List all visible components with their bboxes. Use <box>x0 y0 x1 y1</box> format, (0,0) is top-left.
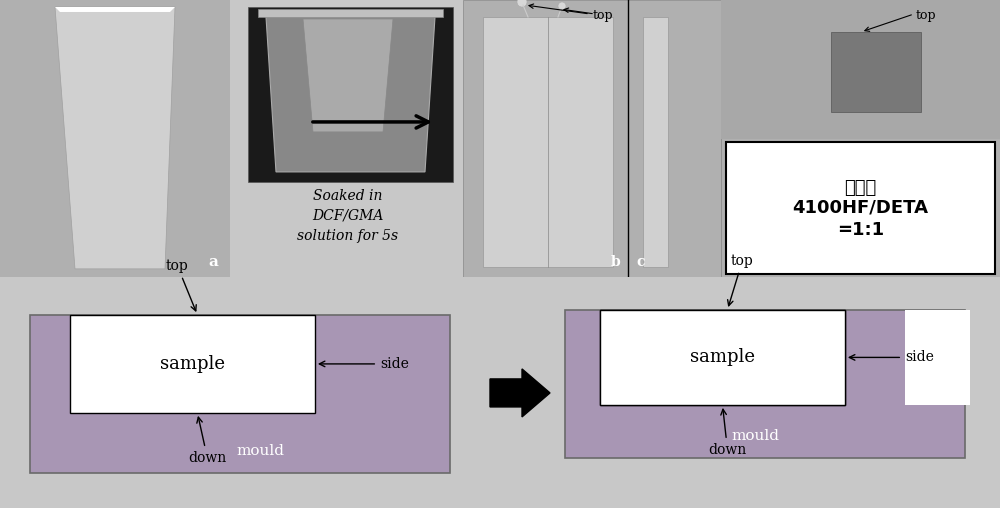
Polygon shape <box>266 17 435 172</box>
Bar <box>30 315 450 473</box>
Text: =1:1: =1:1 <box>837 221 884 239</box>
Text: top: top <box>916 9 937 22</box>
Text: down: down <box>188 417 227 465</box>
Polygon shape <box>55 7 175 269</box>
Text: mould: mould <box>236 444 284 458</box>
Bar <box>721 0 1000 277</box>
Bar <box>248 7 453 182</box>
Bar <box>463 0 721 277</box>
Text: c: c <box>636 255 644 269</box>
Bar <box>483 17 613 267</box>
Polygon shape <box>313 132 383 157</box>
Bar <box>600 310 845 405</box>
FancyArrow shape <box>490 369 550 417</box>
Text: side: side <box>319 357 409 371</box>
Text: top: top <box>166 259 196 311</box>
Text: 当量比: 当量比 <box>844 179 877 197</box>
Bar <box>726 142 995 274</box>
Bar <box>565 310 965 458</box>
Text: d: d <box>976 255 986 269</box>
Circle shape <box>517 0 527 7</box>
Bar <box>0 0 230 277</box>
Text: DCF/GMA: DCF/GMA <box>312 209 384 223</box>
Text: mould: mould <box>731 429 779 443</box>
Text: Soaked in: Soaked in <box>313 189 383 203</box>
Bar <box>905 310 970 405</box>
Text: top: top <box>728 254 754 306</box>
Text: side: side <box>849 351 934 364</box>
Polygon shape <box>303 19 393 132</box>
Polygon shape <box>258 9 443 17</box>
Text: b: b <box>610 255 620 269</box>
Text: 4100HF/DETA: 4100HF/DETA <box>792 199 928 217</box>
Text: sample: sample <box>690 348 755 366</box>
Polygon shape <box>55 7 175 12</box>
Bar <box>831 32 921 112</box>
Text: solution for 5s: solution for 5s <box>297 229 399 243</box>
Bar <box>643 17 668 267</box>
Text: sample: sample <box>160 355 225 373</box>
Text: top: top <box>593 9 614 22</box>
Circle shape <box>558 2 566 10</box>
Bar <box>70 315 315 413</box>
Text: a: a <box>208 255 218 269</box>
Bar <box>600 310 845 405</box>
Text: down: down <box>708 409 747 457</box>
Bar <box>721 0 1000 139</box>
